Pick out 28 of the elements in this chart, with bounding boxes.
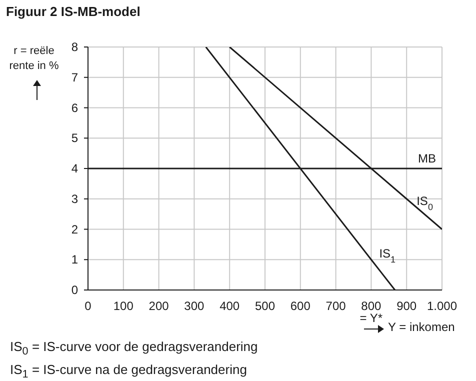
ref-line-label: MB bbox=[418, 152, 436, 166]
x-tick-label: 300 bbox=[184, 299, 205, 313]
x-tick-label: 800 = Y* bbox=[360, 299, 383, 325]
x-tick-label: 200 bbox=[148, 299, 170, 313]
x-tick-label: 400 bbox=[220, 299, 240, 313]
y-tick-label: 2 bbox=[71, 222, 78, 236]
chart-title: Figuur 2 IS-MB-model bbox=[6, 4, 140, 19]
y-axis-title: r = reële rente in % bbox=[8, 44, 60, 74]
x-tick-label: 700 bbox=[326, 299, 346, 313]
y-tick-label: 3 bbox=[71, 192, 78, 206]
y-tick-label: 5 bbox=[71, 131, 78, 146]
x-tick-label: 900 bbox=[396, 299, 417, 313]
x-tick-label: 600 bbox=[290, 299, 311, 313]
y-tick-label: 7 bbox=[71, 70, 78, 84]
y-tick-label: 1 bbox=[71, 252, 78, 267]
x-tick-label: 500 bbox=[254, 299, 276, 313]
text: IS$_{1}$ = IS-curve na de gedragsverandering bbox=[10, 360, 248, 381]
x-tick-label: 100 bbox=[113, 299, 134, 313]
series-label: IS$_{0}$ bbox=[416, 194, 433, 212]
x-axis-title: Y = inkomen bbox=[388, 320, 455, 334]
series-label: IS$_{1}$ bbox=[379, 246, 396, 265]
x-tick-label: 0 bbox=[84, 299, 92, 313]
y-tick-label: 8 bbox=[71, 40, 78, 54]
y-tick-label: 4 bbox=[71, 162, 78, 176]
y-tick-label: 6 bbox=[71, 100, 78, 115]
text: IS$_{0}$ = IS-curve voor de gedragsverandering bbox=[10, 338, 258, 360]
y-tick-label: 0 bbox=[71, 283, 78, 297]
x-tick-label: 1.000 bbox=[426, 299, 458, 313]
